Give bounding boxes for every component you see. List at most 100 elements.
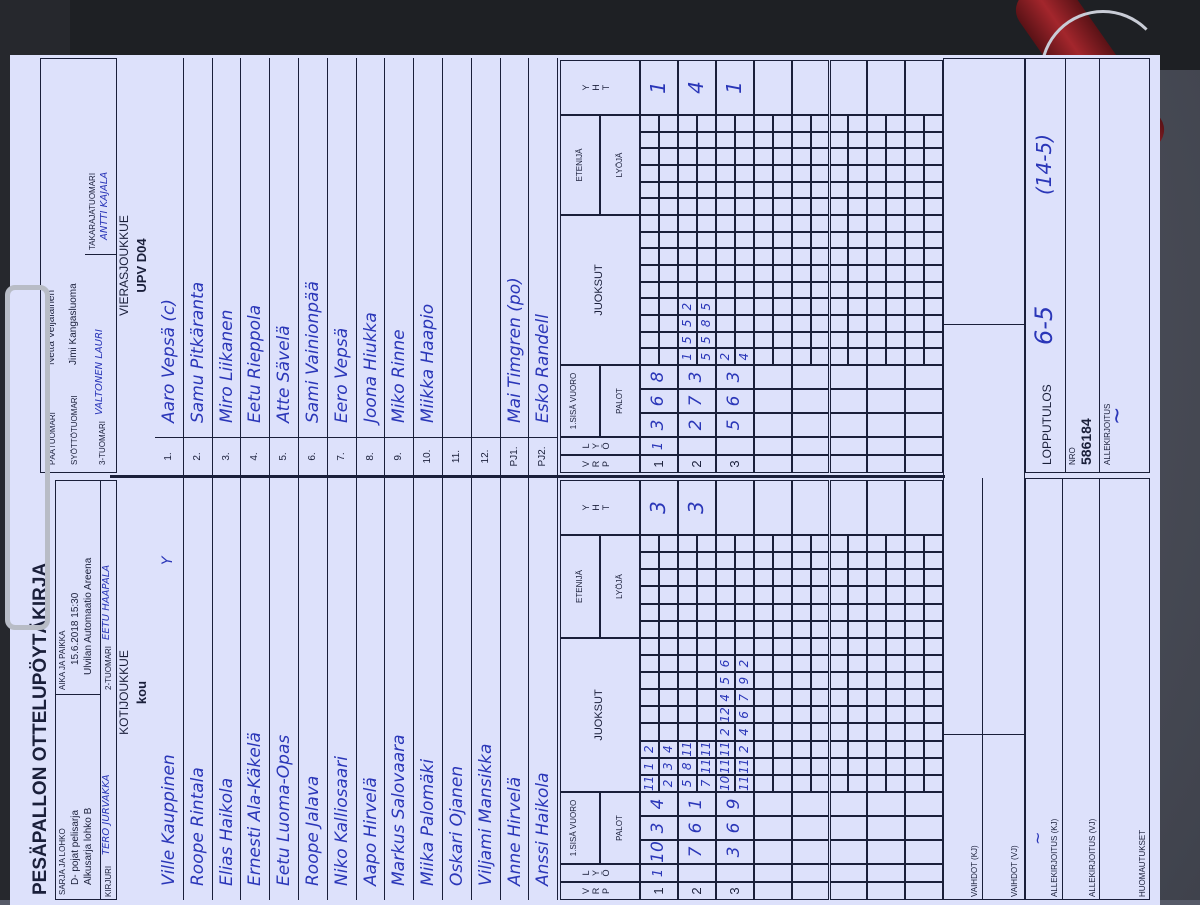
away-run-cell xyxy=(905,281,925,299)
home-run-cell xyxy=(867,620,887,638)
home-run-cell xyxy=(924,637,944,655)
home-run-cell xyxy=(753,569,773,587)
home-palot-cell: 1 xyxy=(677,792,716,816)
away-run-cell xyxy=(886,331,906,349)
away-run-cell xyxy=(791,348,811,365)
away-player-name: Aaro Vepsä (c) xyxy=(159,298,179,423)
away-inning-total xyxy=(905,60,944,115)
home-player-row: Ernesti Ala-Käkelä xyxy=(241,478,271,900)
away-run-cell xyxy=(810,298,830,315)
home-inning-total: 3 xyxy=(640,480,678,535)
away-run-cell xyxy=(658,215,678,232)
home-run-cell xyxy=(715,535,735,553)
away-juoksut-header: JUOKSUT xyxy=(560,215,640,365)
home-lyo-header: L Y Ö xyxy=(560,864,640,882)
away-inning-total: 4 xyxy=(677,60,716,115)
home-run-cell xyxy=(810,603,830,621)
away-run-cell: 8 xyxy=(696,315,716,332)
away-run-cell xyxy=(886,215,906,232)
home-player-name: Roope Rintala xyxy=(187,767,208,886)
home-run-cell xyxy=(867,723,887,741)
home-run-cell xyxy=(867,774,887,792)
away-palot-cell: 6 xyxy=(715,389,754,413)
away-run-cell xyxy=(867,231,887,249)
home-run-cell: 12 xyxy=(715,706,735,724)
home-run-cell xyxy=(791,723,811,741)
home-signature: ~ xyxy=(1028,831,1047,845)
away-run-cell xyxy=(715,165,735,182)
home-palot-cell xyxy=(829,792,868,816)
home-run-cell xyxy=(696,689,716,707)
away-run-cell xyxy=(848,215,868,232)
home-run-cell xyxy=(772,774,792,792)
home-run-cell xyxy=(810,774,830,792)
home-run-cell xyxy=(905,586,925,604)
home-inning-number xyxy=(867,882,906,900)
home-run-cell xyxy=(924,586,944,604)
away-inning-number: 1 xyxy=(640,455,678,473)
home-run-cell xyxy=(829,603,849,621)
home-run-cell xyxy=(867,757,887,775)
away-run-cell xyxy=(715,265,735,282)
home-run-cell xyxy=(753,654,773,673)
home-player-row: Niko Kalliosaari xyxy=(327,478,357,900)
home-player-name: Viljami Mansikka xyxy=(475,743,496,886)
result-runs: (14-5) xyxy=(1032,134,1056,195)
home-run-cell: 11 xyxy=(715,757,735,775)
home-palot-cell xyxy=(791,840,830,864)
away-run-cell xyxy=(867,348,887,365)
away-palot-cell xyxy=(829,413,868,437)
away-run-cell xyxy=(867,298,887,315)
home-inning-number: 3 xyxy=(715,882,754,900)
away-palot-cell: 6 xyxy=(640,389,678,413)
away-run-cell xyxy=(924,348,944,365)
away-lyo-cell xyxy=(867,437,906,455)
away-run-cell xyxy=(848,331,868,349)
away-run-cell xyxy=(640,331,659,349)
away-run-cell xyxy=(658,148,678,165)
away-team-label: VIERASJOUKKUE xyxy=(117,215,131,316)
away-player-number: 8. xyxy=(356,437,385,475)
away-player-number: 2. xyxy=(183,437,212,475)
home-run-cell xyxy=(886,757,906,775)
home-run-cell xyxy=(810,757,830,775)
away-player-name: Miro Liikanen xyxy=(216,309,237,423)
away-run-cell xyxy=(867,198,887,215)
home-run-cell xyxy=(848,672,868,690)
home-run-cell xyxy=(677,637,697,655)
away-run-cell xyxy=(924,298,944,315)
home-run-cell xyxy=(886,620,906,638)
home-run-cell xyxy=(886,723,906,741)
home-run-cell xyxy=(867,654,887,673)
away-lyoja-header: LYÖJÄ xyxy=(600,115,640,215)
home-run-cell xyxy=(810,723,830,741)
home-run-cell xyxy=(829,723,849,741)
away-run-cell xyxy=(829,281,849,299)
home-run-cell: 2 xyxy=(640,740,659,758)
home-run-cell xyxy=(715,620,735,638)
away-run-cell xyxy=(810,315,830,332)
away-run-cell xyxy=(924,315,944,332)
home-run-cell xyxy=(753,757,773,775)
home-run-cell: 2 xyxy=(734,740,754,758)
home-run-cell xyxy=(640,654,659,673)
away-inning-number xyxy=(791,455,830,473)
series-line1: D- pojat pelisarja xyxy=(70,809,81,885)
home-player-name: Miika Palomäki xyxy=(418,758,439,886)
away-run-cell xyxy=(848,115,868,132)
home-run-cell xyxy=(829,569,849,587)
home-run-cell xyxy=(848,706,868,724)
pitch-ump-name: Jimi Kangasluoma xyxy=(68,283,79,365)
home-palot-cell xyxy=(905,840,944,864)
away-run-cell xyxy=(658,131,678,149)
home-run-cell xyxy=(810,672,830,690)
away-run-cell xyxy=(867,315,887,332)
away-player-name: Miko Rinne xyxy=(389,329,410,423)
home-player-name: Anssi Haikola xyxy=(533,772,554,886)
home-run-cell xyxy=(658,552,678,570)
home-run-cell xyxy=(848,757,868,775)
home-run-cell xyxy=(791,654,811,673)
home-run-cell xyxy=(677,603,697,621)
home-palot-cell xyxy=(905,816,944,840)
away-inning-total: 1 xyxy=(715,60,754,115)
